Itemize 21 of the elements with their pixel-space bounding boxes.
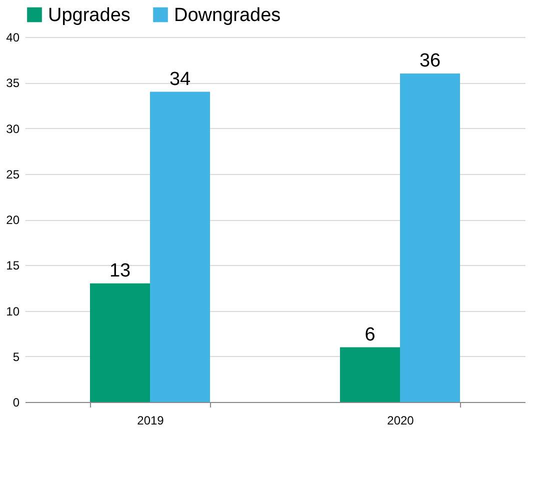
bar xyxy=(340,347,400,402)
y-tick-label: 0 xyxy=(12,396,20,410)
y-tick-label: 15 xyxy=(6,258,20,273)
data-label: 6 xyxy=(364,324,376,346)
data-label: 36 xyxy=(419,50,441,72)
bar xyxy=(90,283,150,402)
y-tick-label: 40 xyxy=(6,30,20,44)
legend-label: Downgrades xyxy=(174,4,281,26)
legend-label: Upgrades xyxy=(48,4,130,26)
y-tick-label: 35 xyxy=(6,76,20,90)
bar xyxy=(400,74,460,402)
x-tick-label: 2020 xyxy=(387,414,414,428)
data-label: 34 xyxy=(169,68,191,90)
x-tick-label: 2019 xyxy=(137,414,164,428)
y-tick-label: 10 xyxy=(6,304,20,318)
bar xyxy=(150,92,210,402)
y-tick-label: 5 xyxy=(12,350,20,364)
y-tick-label: 30 xyxy=(6,122,20,136)
data-label: 13 xyxy=(109,260,131,282)
y-tick-label: 25 xyxy=(6,167,20,182)
y-tick-label: 20 xyxy=(6,213,20,227)
